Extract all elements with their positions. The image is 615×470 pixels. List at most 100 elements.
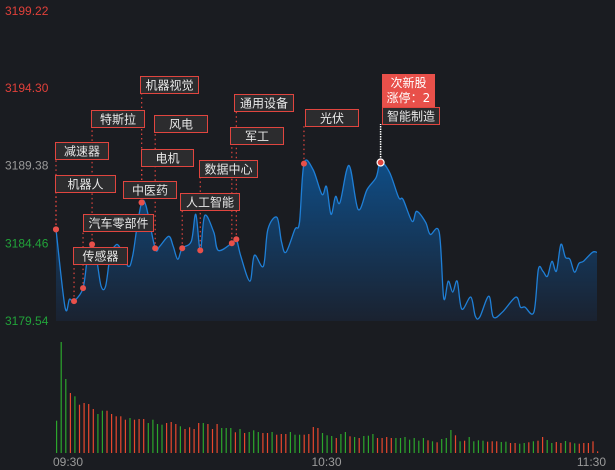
annotation-dot[interactable] [80,285,87,292]
volume-bar [468,437,470,453]
price-axis: 3199.22 3194.30 3189.38 3184.46 3179.54 [5,4,49,328]
volume-bar [289,432,291,453]
annotation-tag[interactable]: 智能制造 [382,107,440,125]
volume-bar [422,438,424,453]
annotation-tag-label: 电机 [155,152,179,166]
annotation-tag-label: 数据中心 [204,162,252,177]
volume-bar [308,434,310,453]
annotation-tag[interactable]: 机器视觉 [140,76,199,94]
callout-text: 涨停：2 [387,90,431,105]
annotation-dot[interactable] [53,226,59,233]
volume-bar [299,434,301,453]
volume-bar [244,433,246,453]
annotation-dot[interactable] [89,241,96,248]
volume-bar [156,424,159,453]
volume-bar [111,414,113,453]
volume-bar [78,404,81,453]
volume-bar [509,443,512,453]
volume-bar [285,434,287,453]
volume-bar [583,443,585,453]
annotation-tag[interactable]: 汽车零部件 [83,214,154,232]
annotation-tag-label: 汽车零部件 [88,216,148,231]
annotation-tag[interactable]: 机器人 [55,175,116,193]
x-tick-label: 10:30 [311,455,341,469]
volume-bar [390,438,392,453]
annotation-dots [53,158,385,305]
annotation-dot[interactable] [376,158,385,167]
volume-bar [477,440,479,453]
annotation-dot[interactable] [179,245,186,252]
annotation-dot[interactable] [71,298,78,305]
volume-bar [459,441,461,453]
volume-bar [335,438,337,453]
annotation-tag-box [55,142,109,160]
annotation-tag-box [55,175,116,193]
y-tick-label: 3184.46 [5,236,49,250]
volume-bar [528,442,530,453]
annotation-tag-label: 智能制造 [387,109,435,124]
volume-bars [56,342,599,453]
volume-bar [331,436,333,453]
x-tick-label: 11:30 [577,455,606,469]
volume-bar [65,379,67,453]
annotation-tag[interactable]: 军工 [230,127,284,145]
volume-bar [280,434,282,453]
volume-bar [143,419,145,453]
volume-bar [532,441,534,453]
annotation-tag-box [91,110,145,128]
volume-bar [376,438,379,453]
volume-bar [221,428,223,453]
annotation-tag[interactable]: 传感器 [73,247,128,265]
y-tick-label: 3189.38 [5,159,49,173]
volume-bar [514,443,516,453]
volume-bar [312,427,314,453]
annotation-tag-label: 光伏 [320,112,344,126]
annotation-tag[interactable]: 风电 [154,115,208,133]
volume-bar [193,429,195,453]
volume-bar [88,404,90,453]
annotation-dot[interactable] [138,199,145,206]
annotation-dot[interactable] [300,160,307,167]
volume-bar [92,409,94,453]
volume-bar [592,441,594,453]
volume-bar [409,439,411,453]
volume-bar [216,424,218,453]
annotation-tag[interactable]: 数据中心 [199,160,258,178]
volume-bar [248,432,250,453]
volume-bar [230,428,232,453]
volume-bar [450,430,452,453]
annotation-tag[interactable]: 中医药 [123,181,177,199]
annotation-tag[interactable]: 光伏 [305,109,359,127]
volume-bar [344,432,346,453]
annotation-dot[interactable] [233,236,240,243]
volume-bar [97,414,99,453]
annotation-dot[interactable] [228,240,235,247]
volume-bar [262,433,264,453]
volume-bar [106,410,108,453]
volume-bar [597,451,599,453]
volume-bar [189,427,191,453]
x-tick-label: 09:30 [53,455,83,469]
volume-bar [487,441,489,453]
annotation-tag-box [154,115,208,133]
annotation-tag-label: 通用设备 [240,97,288,111]
annotation-tag[interactable]: 人工智能 [180,193,240,211]
volume-bar [381,438,383,453]
annotation-tag[interactable]: 电机 [141,149,194,167]
annotation-tag-box [382,107,440,125]
volume-bar [454,435,457,453]
volume-bar [431,441,434,453]
volume-bar [207,424,209,453]
annotation-tag[interactable]: 减速器 [55,142,109,160]
annotation-tag-box [123,181,177,199]
volume-bar [367,435,369,453]
annotation-dot[interactable] [197,247,204,254]
volume-bar [202,423,204,453]
volume-bar [321,433,324,453]
volume-bar [184,429,186,453]
annotation-tag[interactable]: 特斯拉 [91,110,145,128]
annotation-tag[interactable]: 通用设备 [234,94,294,112]
annotation-dot[interactable] [152,245,159,252]
volume-bar [175,424,177,453]
